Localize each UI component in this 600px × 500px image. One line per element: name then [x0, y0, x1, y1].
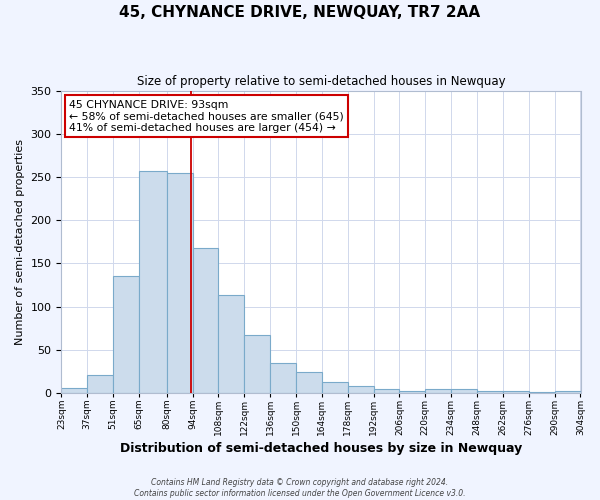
Bar — [348, 386, 374, 393]
Bar — [296, 372, 322, 393]
Bar — [322, 382, 348, 393]
Bar — [503, 392, 529, 393]
Title: Size of property relative to semi-detached houses in Newquay: Size of property relative to semi-detach… — [137, 75, 505, 88]
Bar — [374, 389, 400, 393]
Y-axis label: Number of semi-detached properties: Number of semi-detached properties — [15, 139, 25, 345]
Bar — [477, 390, 503, 393]
X-axis label: Distribution of semi-detached houses by size in Newquay: Distribution of semi-detached houses by … — [120, 442, 522, 455]
Bar — [554, 392, 581, 393]
Bar — [61, 388, 87, 393]
Text: Contains HM Land Registry data © Crown copyright and database right 2024.
Contai: Contains HM Land Registry data © Crown c… — [134, 478, 466, 498]
Bar — [529, 392, 554, 393]
Text: 45 CHYNANCE DRIVE: 93sqm
← 58% of semi-detached houses are smaller (645)
41% of : 45 CHYNANCE DRIVE: 93sqm ← 58% of semi-d… — [69, 100, 344, 133]
Bar — [113, 276, 139, 393]
Bar — [87, 375, 113, 393]
Bar — [193, 248, 218, 393]
Bar — [167, 172, 193, 393]
Bar — [425, 389, 451, 393]
Bar — [244, 335, 270, 393]
Bar — [270, 363, 296, 393]
Text: 45, CHYNANCE DRIVE, NEWQUAY, TR7 2AA: 45, CHYNANCE DRIVE, NEWQUAY, TR7 2AA — [119, 5, 481, 20]
Bar — [400, 390, 425, 393]
Bar — [218, 296, 244, 393]
Bar — [451, 389, 477, 393]
Bar — [139, 171, 167, 393]
